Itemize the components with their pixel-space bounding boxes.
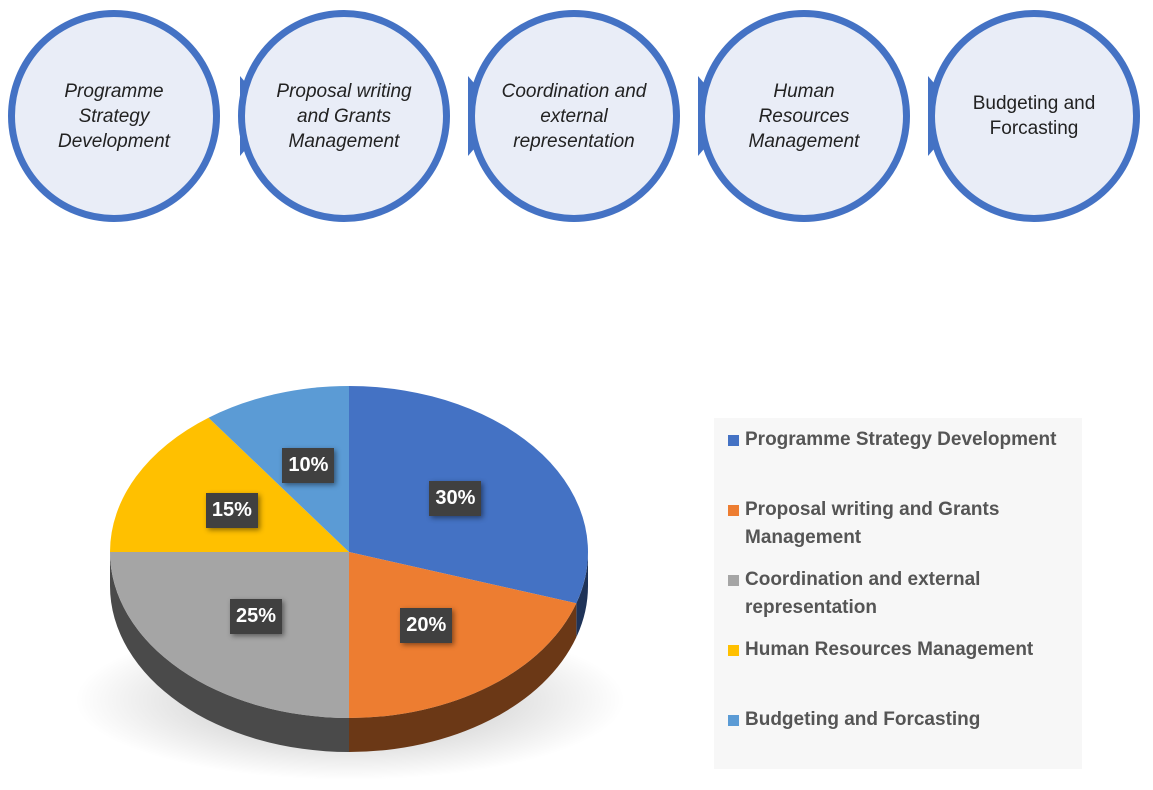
pie-slice-coordination	[110, 552, 349, 718]
pie-top	[110, 386, 588, 718]
legend-label: Budgeting and Forcasting	[745, 709, 981, 730]
step-budgeting: Budgeting and Forcasting	[928, 10, 1140, 222]
legend-item-budgeting: Budgeting and Forcasting	[728, 706, 1073, 734]
process-flow: Programme Strategy Development Proposal …	[0, 0, 1153, 240]
pie-side-coordination	[110, 552, 349, 752]
step-label: Programme Strategy Development	[58, 80, 170, 152]
step-label: Proposal writing and Grants Management	[276, 80, 412, 152]
chart-legend: Programme Strategy Development Proposal …	[714, 418, 1082, 769]
pie-chart	[75, 386, 625, 780]
pie-sides	[110, 552, 588, 752]
legend-swatch	[728, 645, 739, 656]
pie-slice-budgeting	[208, 386, 349, 552]
legend-label: Human Resources Management	[745, 639, 1034, 660]
step-label: Human Resources Management	[748, 80, 860, 152]
pie-side-programme-strategy	[576, 552, 588, 638]
legend-label: Programme Strategy Development	[745, 429, 1057, 450]
step-proposal-writing: Proposal writing and Grants Management	[238, 10, 450, 222]
step-programme-strategy: Programme Strategy Development	[8, 10, 220, 222]
legend-item-programme-strategy: Programme Strategy Development	[728, 426, 1073, 454]
data-label-coordination: 25%	[230, 599, 283, 635]
data-label-programme-strategy: 30%	[429, 480, 482, 516]
legend-swatch	[728, 575, 739, 586]
legend-label: Proposal writing and Grants Management	[745, 499, 1000, 548]
pie-side-proposal-writing	[349, 603, 577, 752]
pie-slice-proposal-writing	[349, 552, 577, 718]
data-label-human-resources: 15%	[205, 493, 258, 529]
legend-item-human-resources: Human Resources Management	[728, 636, 1073, 664]
step-label: Budgeting and Forcasting	[972, 93, 1096, 139]
legend-swatch	[728, 435, 739, 446]
legend-item-coordination: Coordination and external representation	[728, 566, 1073, 622]
data-label-budgeting: 10%	[282, 447, 335, 483]
step-human-resources: Human Resources Management	[698, 10, 910, 222]
pie-slice-human-resources	[110, 417, 349, 552]
legend-swatch	[728, 505, 739, 516]
legend-item-proposal-writing: Proposal writing and Grants Management	[728, 496, 1073, 552]
legend-swatch	[728, 715, 739, 726]
step-label: Coordination and external representation	[501, 80, 647, 152]
data-label-proposal-writing: 20%	[400, 608, 453, 644]
step-coordination: Coordination and external representation	[468, 10, 680, 222]
legend-label: Coordination and external representation	[745, 569, 981, 618]
